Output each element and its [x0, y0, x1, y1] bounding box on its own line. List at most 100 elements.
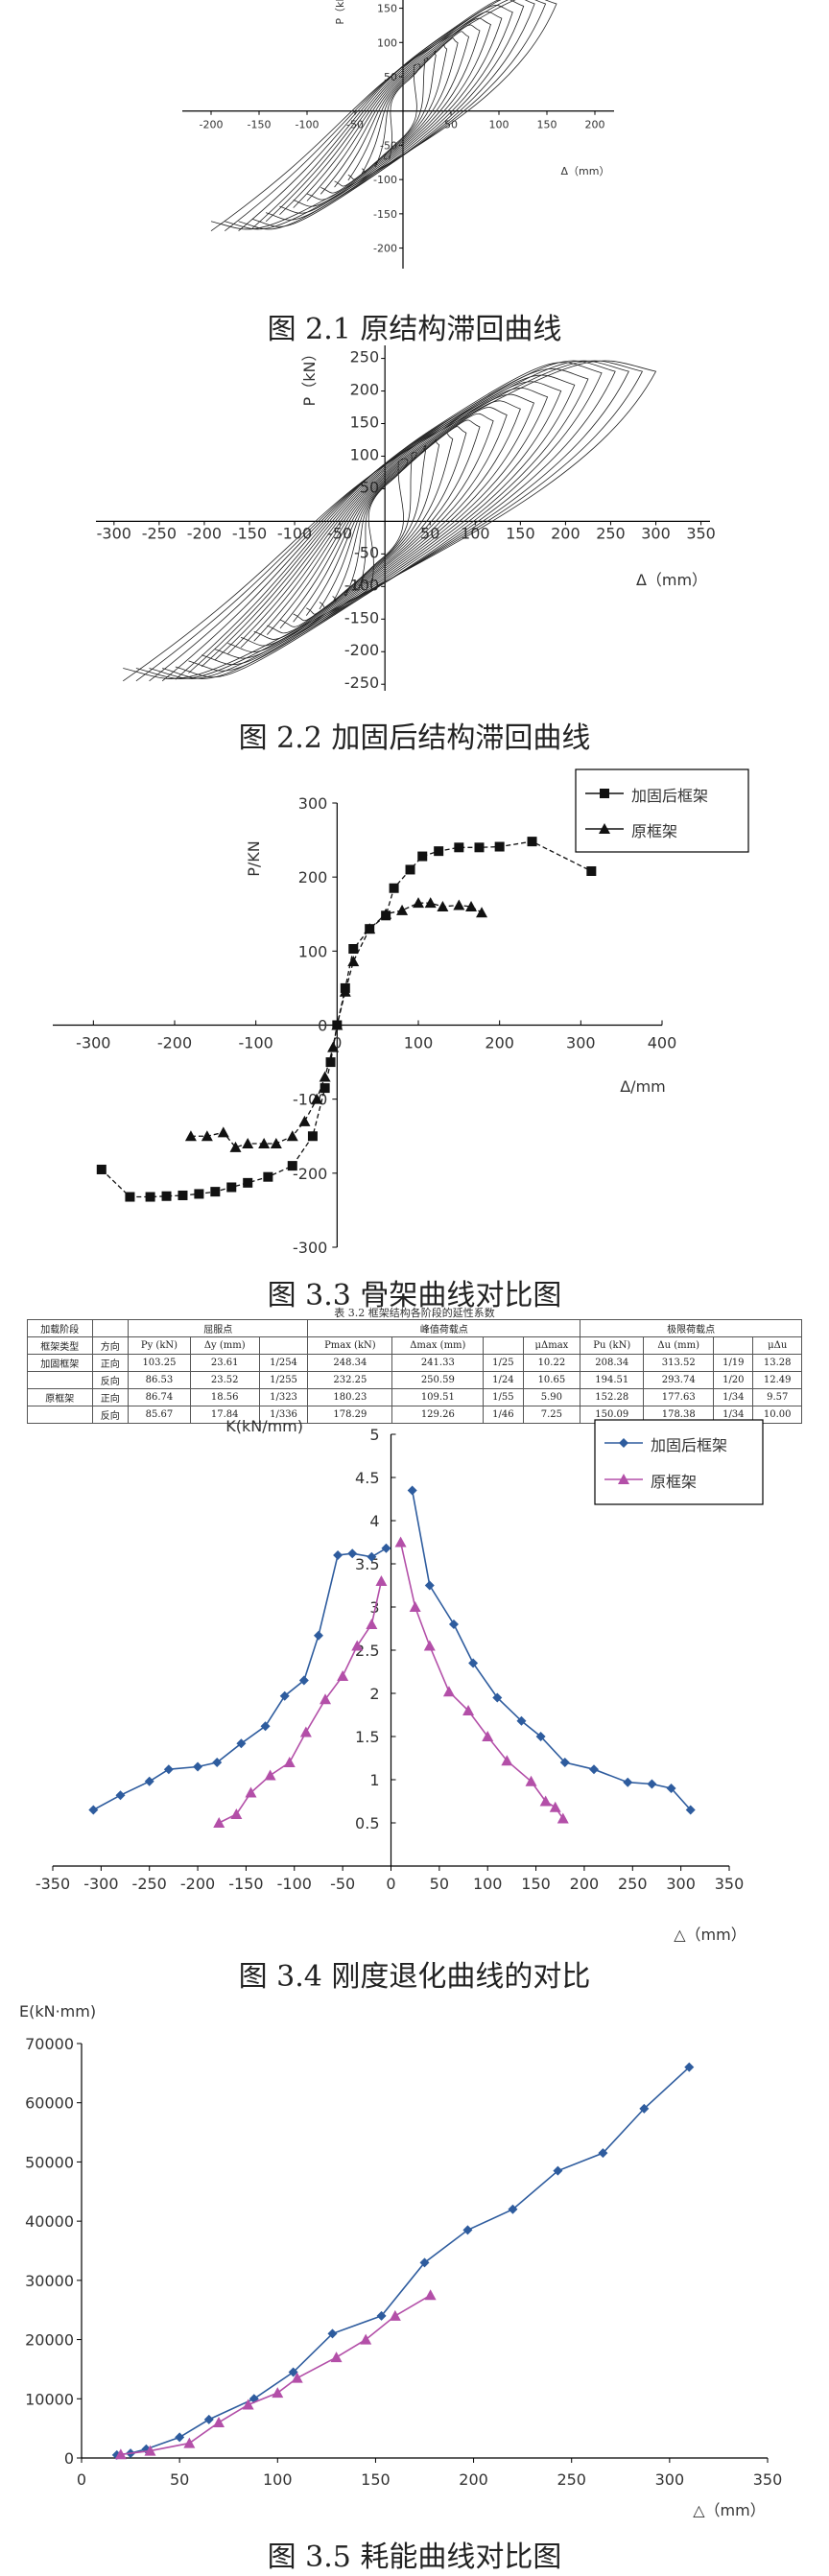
table-cell: 129.26 — [391, 1406, 485, 1424]
x-tick-label: -150 — [228, 1875, 263, 1893]
table-cell: 10.00 — [752, 1406, 802, 1424]
data-point — [178, 1190, 188, 1200]
x-tick-label: -200 — [200, 119, 224, 131]
y-tick-label: 50000 — [25, 2153, 74, 2171]
data-point — [448, 1619, 459, 1629]
data-point — [327, 2328, 338, 2339]
table-cell: 原框架 — [27, 1388, 93, 1406]
hysteresis-loop — [225, 0, 547, 232]
x-tick-label: 300 — [655, 2470, 685, 2489]
data-point — [535, 1732, 546, 1741]
hysteresis-loop — [240, 393, 534, 649]
x-tick-label: -250 — [132, 1875, 167, 1893]
hysteresis-loop — [334, 37, 459, 188]
x-tick-label: 400 — [648, 1034, 677, 1052]
table-cell: 10.65 — [522, 1371, 581, 1389]
table-cell: 250.59 — [391, 1371, 485, 1389]
series-line — [411, 1490, 692, 1811]
data-point — [351, 1640, 364, 1651]
y-tick-label: 20000 — [25, 2331, 74, 2350]
hysteresis-loop — [227, 388, 549, 654]
data-point — [409, 1601, 421, 1612]
hysteresis-loop — [347, 44, 448, 181]
table-row: 加固框架 正向 103.25 23.61 1/254 248.34 241.33 1/25 10… — [27, 1354, 802, 1372]
data-point — [389, 2309, 401, 2321]
data-point — [242, 2399, 254, 2410]
x-tick-label: -200 — [180, 1875, 215, 1893]
data-point — [161, 1191, 172, 1201]
table-header-cell: Py (kN) — [128, 1336, 191, 1355]
data-point — [394, 1536, 407, 1548]
table-header-cell: Δmax (mm) — [391, 1336, 485, 1355]
data-point — [226, 1182, 237, 1193]
legend-box — [575, 768, 749, 853]
table-cell: 18.56 — [189, 1388, 260, 1406]
hysteresis-loop — [305, 426, 467, 616]
y-tick-label: -100 — [373, 174, 397, 186]
table-cell: 10.22 — [522, 1354, 581, 1372]
x-tick-label: 350 — [715, 1875, 745, 1893]
y-tick-label: 100 — [350, 445, 380, 463]
data-point — [367, 1551, 377, 1562]
hysteresis-loop — [279, 413, 494, 629]
caption-fig-3-3: 图 3.3 骨架曲线对比图 — [267, 1279, 562, 1312]
table-header-cell: 加载阶段 — [27, 1319, 93, 1337]
y-tick-label: 40000 — [25, 2212, 74, 2231]
data-point — [494, 841, 505, 852]
data-point — [589, 1764, 599, 1775]
table-cell: 1/34 — [713, 1388, 754, 1406]
table-cell: 152.28 — [580, 1388, 645, 1406]
data-point — [424, 1580, 435, 1591]
y-axis-label: P（kN） — [334, 0, 346, 25]
data-point — [243, 1177, 253, 1188]
x-tick-label: -300 — [97, 524, 131, 542]
table-cell: 313.52 — [643, 1354, 715, 1372]
table-header-cell — [258, 1336, 309, 1355]
hysteresis-loop — [253, 400, 521, 642]
table-row: 反向 85.67 17.84 1/336 178.29 129.26 1/46 7.25 150… — [27, 1406, 802, 1424]
x-tick-label: -150 — [232, 524, 267, 542]
x-tick-label: 250 — [618, 1875, 648, 1893]
data-point — [527, 837, 537, 847]
figure-2-1-hysteresis: -200 -150 -100 -50 50 100 150 20015010050-50-10… — [182, 0, 614, 269]
table-cell: 1/323 — [258, 1388, 309, 1406]
data-point — [454, 842, 464, 853]
x-tick-label: -300 — [83, 1875, 118, 1893]
legend-label: 加固后框架 — [651, 1436, 727, 1454]
data-point — [245, 1786, 257, 1798]
data-point — [313, 1630, 323, 1641]
data-point — [405, 864, 415, 875]
table-header-cell: 方向 — [91, 1336, 130, 1355]
data-point — [468, 1658, 479, 1668]
data-point — [201, 1130, 213, 1142]
legend-marker-square — [600, 789, 609, 798]
data-point — [364, 923, 376, 934]
table-header-cell: Δy (mm) — [189, 1336, 260, 1355]
x-axis-label: △（mm） — [674, 1926, 746, 1944]
caption-fig-2-1: 图 2.1 原结构滞回曲线 — [267, 313, 562, 346]
table-cell: 5.90 — [522, 1388, 581, 1406]
data-point — [286, 1130, 298, 1142]
x-tick-label: 200 — [585, 119, 605, 131]
table-header-row: 加载阶段 屈服点 峰值荷载点 极限荷载点 — [27, 1319, 802, 1337]
legend-box — [594, 1419, 764, 1505]
ductility-table: 加载阶段 屈服点 峰值荷载点 极限荷载点 框架类型 方向 Py (kN) Δy (mm) Pma… — [27, 1319, 802, 1424]
data-point — [194, 1189, 204, 1199]
data-point — [462, 1705, 475, 1715]
data-point — [287, 1161, 297, 1171]
data-point — [389, 883, 399, 893]
data-point — [145, 1192, 155, 1202]
hysteresis-loop — [201, 374, 576, 668]
y-tick-label: 10000 — [25, 2390, 74, 2408]
y-tick-label: 3.5 — [355, 1555, 379, 1573]
data-point — [330, 2351, 343, 2363]
y-tick-label: 5 — [369, 1426, 379, 1444]
data-point — [125, 1192, 135, 1202]
data-point — [331, 1019, 343, 1030]
data-point — [339, 985, 351, 997]
table-cell: 23.52 — [189, 1371, 260, 1389]
x-tick-label: 200 — [485, 1034, 514, 1052]
data-point — [337, 1670, 349, 1681]
data-point — [272, 2387, 284, 2399]
data-point — [684, 2062, 695, 2072]
